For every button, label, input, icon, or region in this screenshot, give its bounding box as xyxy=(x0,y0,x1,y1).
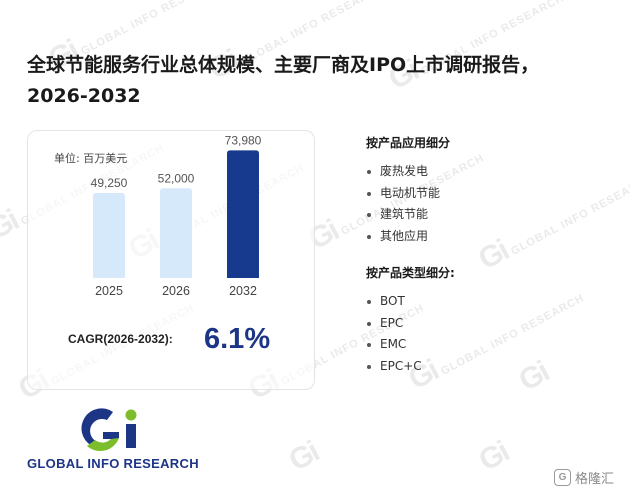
category-label-2026: 2026 xyxy=(162,284,190,298)
watermark: Gi xyxy=(283,435,324,478)
gir-logo-icon xyxy=(81,408,137,452)
bar-2025 xyxy=(93,193,125,278)
bar-2032 xyxy=(227,150,259,278)
list-item: 废热发电 xyxy=(366,161,450,183)
gelonghui-badge: G 格隆汇 xyxy=(554,467,614,487)
type-segment: 按产品类型细分: BOT EPC EMC EPC+C xyxy=(366,264,455,377)
gelonghui-logo-icon: G xyxy=(554,468,571,486)
list-item: EPC xyxy=(366,313,455,335)
category-label-2032: 2032 xyxy=(229,284,257,298)
watermark: Gi xyxy=(473,435,514,478)
list-item: 电动机节能 xyxy=(366,183,450,205)
list-item: EMC xyxy=(366,334,455,356)
type-list: BOT EPC EMC EPC+C xyxy=(366,291,455,377)
watermark: Gi xyxy=(513,355,554,398)
application-segment-title: 按产品应用细分 xyxy=(366,136,451,150)
gelonghui-text: 格隆汇 xyxy=(575,471,615,487)
type-segment-title: 按产品类型细分: xyxy=(366,266,455,280)
list-item: EPC+C xyxy=(366,356,455,378)
bar-chart: 49,250 52,000 73,980 2025 2026 2032 xyxy=(91,133,262,298)
bar-2026 xyxy=(160,188,192,278)
category-label-2025: 2025 xyxy=(95,284,123,298)
watermark: GiGLOBAL INFO RESEARCH xyxy=(473,171,630,277)
list-item: BOT xyxy=(366,291,455,313)
list-item: 其他应用 xyxy=(366,226,450,248)
unit-label: 单位: 百万美元 xyxy=(54,152,128,165)
list-item: 建筑节能 xyxy=(366,204,450,226)
cagr-value: 6.1% xyxy=(204,323,271,355)
value-label-2025: 49,250 xyxy=(91,176,128,190)
report-title: 全球节能服务行业总体规模、主要厂商及IPO上市调研报告，2026-2032 xyxy=(27,54,540,107)
brand-name: GLOBAL INFO RESEARCH xyxy=(27,456,199,471)
cagr-label: CAGR(2026-2032): xyxy=(68,332,173,346)
application-list: 废热发电 电动机节能 建筑节能 其他应用 xyxy=(366,161,450,247)
value-label-2032: 73,980 xyxy=(225,133,262,147)
application-segment: 按产品应用细分 废热发电 电动机节能 建筑节能 其他应用 xyxy=(366,134,450,247)
value-label-2026: 52,000 xyxy=(158,171,195,185)
